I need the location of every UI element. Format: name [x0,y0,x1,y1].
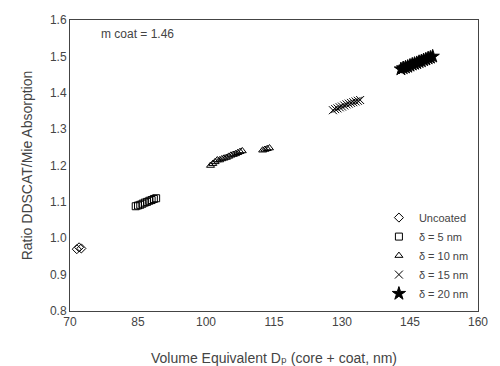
svg-text:0.9: 0.9 [50,268,67,282]
svg-text:δ = 5 nm: δ = 5 nm [419,231,462,243]
svg-text:100: 100 [196,315,216,329]
svg-text:δ = 15 nm: δ = 15 nm [419,269,468,281]
svg-text:85: 85 [131,315,145,329]
svg-text:δ = 20 nm: δ = 20 nm [419,288,468,300]
svg-text:1.1: 1.1 [50,195,67,209]
svg-text:δ = 10 nm: δ = 10 nm [419,250,468,262]
svg-text:Uncoated: Uncoated [419,212,466,224]
svg-text:1.0: 1.0 [50,231,67,245]
svg-text:m coat = 1.46: m coat = 1.46 [101,27,174,41]
svg-text:Volume Equivalent Dₚ (core + c: Volume Equivalent Dₚ (core + coat, nm) [151,350,397,366]
svg-text:0.8: 0.8 [50,304,67,318]
svg-text:1.6: 1.6 [50,13,67,27]
svg-text:1.3: 1.3 [50,122,67,136]
svg-text:1.2: 1.2 [50,159,67,173]
svg-text:1.4: 1.4 [50,86,67,100]
svg-text:130: 130 [332,315,352,329]
svg-text:1.5: 1.5 [50,50,67,64]
svg-text:160: 160 [468,315,488,329]
svg-text:70: 70 [63,315,77,329]
svg-text:Ratio DDSCAT/Mie Absorption: Ratio DDSCAT/Mie Absorption [19,71,35,261]
svg-text:145: 145 [400,315,420,329]
svg-text:115: 115 [264,315,283,329]
